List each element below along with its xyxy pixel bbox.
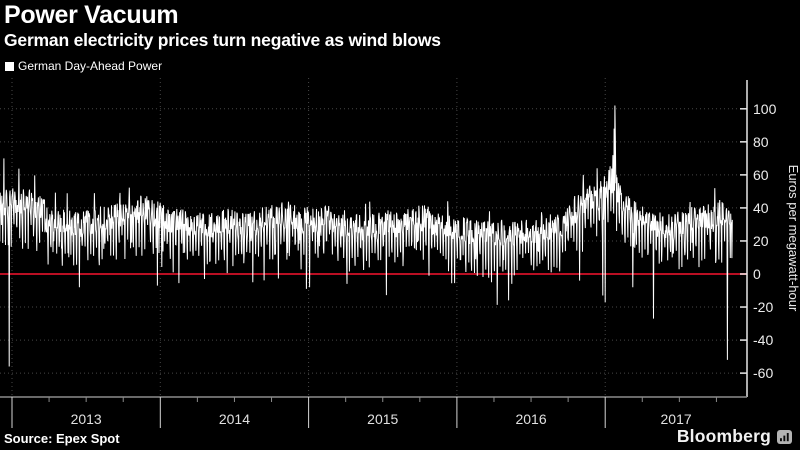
y-axis-tick-label: 0 (753, 266, 761, 282)
chart-subtitle: German electricity prices turn negative … (4, 30, 441, 50)
y-axis-tick-label: 100 (753, 101, 777, 117)
bloomberg-terminal-icon (777, 429, 792, 444)
legend: German Day-Ahead Power (5, 59, 162, 73)
x-axis-year-label: 2016 (515, 411, 546, 427)
y-axis-tick-label: 20 (753, 233, 769, 249)
y-axis-title: Euros per megawatt-hour (786, 165, 800, 312)
legend-series-swatch (5, 61, 14, 71)
y-axis-tick-label: -20 (753, 299, 773, 315)
x-axis-year-label: 2015 (367, 411, 398, 427)
y-axis-tick-label: -40 (753, 332, 773, 348)
x-axis-year-label: 2014 (219, 411, 250, 427)
day-ahead-power-series (0, 105, 733, 367)
chart-title: Power Vacuum (4, 1, 179, 29)
x-axis-year-label: 2013 (71, 411, 102, 427)
y-axis-tick-label: -60 (753, 365, 773, 381)
bloomberg-logo: Bloomberg (677, 426, 792, 447)
y-axis-tick-label: 60 (753, 167, 769, 183)
bloomberg-wordmark: Bloomberg (676, 426, 771, 446)
y-axis-tick-label: 80 (753, 134, 769, 150)
x-axis-year-label: 2017 (661, 411, 692, 427)
legend-series-label: German Day-Ahead Power (18, 59, 163, 73)
y-axis-tick-label: 40 (753, 200, 769, 216)
source-label: Source: Epex Spot (4, 431, 120, 446)
